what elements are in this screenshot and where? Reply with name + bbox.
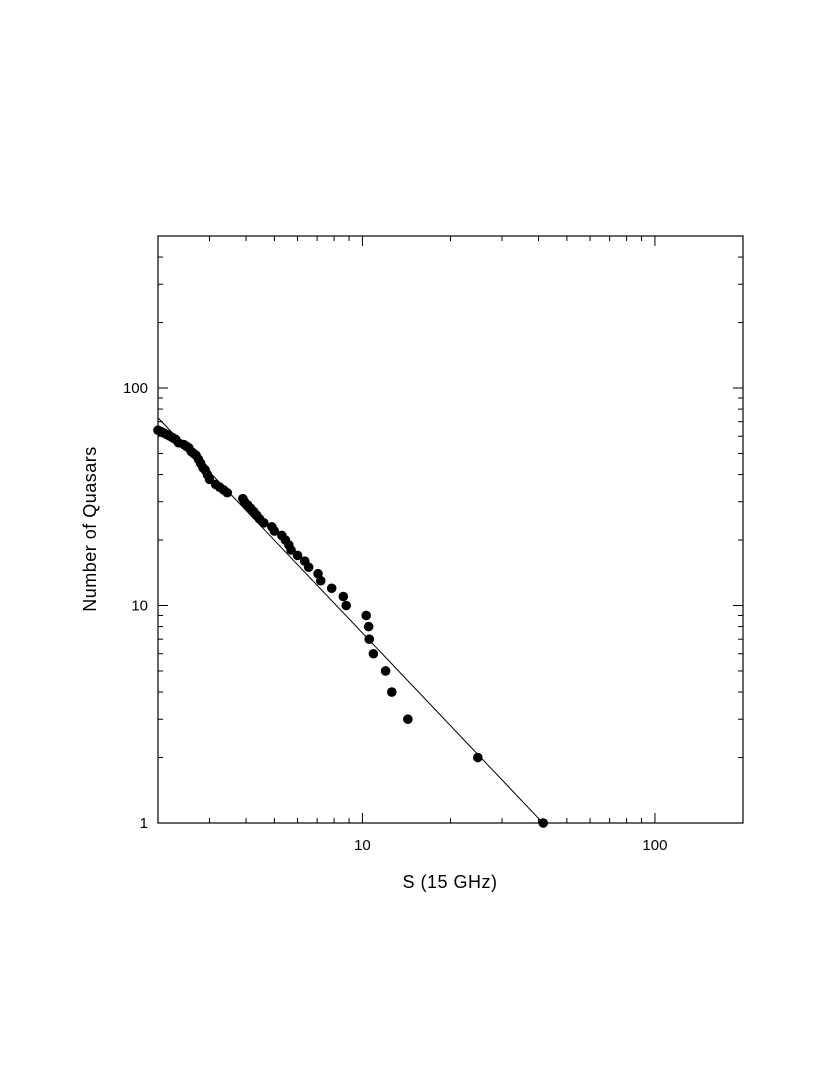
axis-ticks xyxy=(157,235,744,824)
data-point xyxy=(338,591,349,602)
data-point xyxy=(269,526,280,536)
data-point xyxy=(341,600,352,611)
y-tick-label: 100 xyxy=(123,380,148,397)
data-point xyxy=(259,518,269,528)
data-point xyxy=(368,648,379,659)
data-point xyxy=(286,545,296,555)
data-point xyxy=(315,575,326,586)
y-tick-label: 1 xyxy=(140,815,148,832)
tick-labels: 10 100 1 10 100 xyxy=(123,380,667,854)
data-point xyxy=(222,487,233,498)
y-axis-title: Number of Quasars xyxy=(80,446,100,612)
data-point xyxy=(363,621,374,632)
data-point xyxy=(364,634,375,644)
data-point xyxy=(387,687,397,697)
data-point xyxy=(303,562,314,573)
data-point xyxy=(326,583,337,594)
x-axis-title: S (15 GHz) xyxy=(402,872,497,892)
y-tick-label: 10 xyxy=(131,598,148,615)
data-point xyxy=(473,752,483,763)
data-points xyxy=(153,425,549,828)
data-point xyxy=(361,610,372,621)
x-tick-label: 10 xyxy=(354,837,371,854)
x-tick-label: 100 xyxy=(642,837,667,854)
data-point xyxy=(292,550,303,561)
data-point xyxy=(403,714,413,725)
data-point xyxy=(380,666,391,676)
fit-line xyxy=(157,417,546,826)
plot-frame xyxy=(157,235,744,824)
